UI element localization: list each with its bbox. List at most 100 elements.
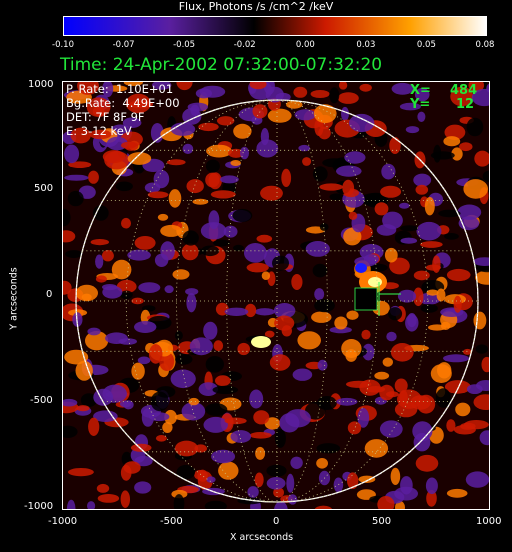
- map-blob: [75, 284, 98, 302]
- x-tick: -1000: [48, 516, 78, 527]
- map-blob: [233, 123, 252, 139]
- image-plot[interactable]: [62, 81, 490, 510]
- map-blob: [88, 417, 100, 436]
- map-blob: [329, 193, 344, 201]
- map-blob: [224, 307, 249, 316]
- map-blob: [475, 270, 489, 285]
- map-blob: [463, 348, 472, 355]
- map-blob: [78, 185, 96, 199]
- map-blob: [200, 222, 227, 240]
- map-blob: [298, 144, 310, 152]
- map-blob: [292, 368, 313, 381]
- map-blob: [244, 243, 267, 263]
- sun-map[interactable]: [63, 82, 490, 510]
- map-blob: [444, 124, 466, 140]
- map-blob: [164, 409, 177, 425]
- map-blob: [382, 211, 403, 230]
- map-blob: [182, 230, 199, 246]
- map-blob: [204, 500, 227, 509]
- colorbar-tick: 0.00: [295, 40, 315, 50]
- map-blob: [101, 250, 114, 262]
- x-tick: 1000: [476, 516, 502, 527]
- map-blob: [337, 92, 359, 104]
- map-blob: [358, 475, 376, 483]
- map-blob: [264, 330, 275, 338]
- map-blob: [336, 397, 358, 406]
- map-blob: [195, 88, 212, 99]
- map-blob: [64, 349, 89, 365]
- map-blob: [380, 185, 402, 198]
- map-blob: [399, 102, 421, 111]
- map-blob: [313, 104, 337, 124]
- map-blob: [426, 289, 439, 296]
- map-blob: [272, 255, 289, 271]
- map-blob: [286, 100, 303, 109]
- map-blob: [377, 496, 395, 509]
- map-blob: [66, 499, 76, 509]
- map-blob: [181, 243, 199, 261]
- colorbar: [63, 16, 487, 36]
- map-blob: [443, 354, 469, 363]
- map-blob: [362, 343, 375, 361]
- map-blob: [186, 179, 204, 194]
- y-tick: -500: [30, 395, 53, 406]
- map-blob: [274, 428, 286, 448]
- map-blob: [141, 408, 154, 427]
- map-blob: [171, 489, 188, 499]
- map-blob: [473, 257, 489, 266]
- map-blob: [95, 254, 104, 269]
- map-blob: [305, 241, 330, 257]
- map-blob: [63, 230, 76, 243]
- map-blob: [96, 483, 110, 493]
- map-blob: [246, 262, 269, 273]
- map-blob: [413, 287, 424, 307]
- map-blob: [168, 189, 182, 208]
- map-blob: [154, 253, 169, 267]
- colorbar-tick: -0.07: [112, 40, 135, 50]
- time-label: Time: 24-Apr-2002 07:32:00-07:32:20: [60, 55, 383, 75]
- colorbar-tick: -0.05: [173, 40, 196, 50]
- map-blob: [127, 249, 151, 261]
- map-blob: [312, 263, 328, 278]
- map-blob: [342, 179, 355, 196]
- map-blob: [310, 90, 330, 98]
- map-blob: [481, 356, 489, 373]
- map-blob: [466, 117, 484, 137]
- map-blob: [451, 147, 463, 161]
- map-blob: [203, 416, 228, 433]
- map-blob: [206, 476, 216, 483]
- map-blob: [162, 422, 173, 433]
- map-blob: [123, 82, 143, 86]
- map-blob: [314, 298, 335, 313]
- map-blob: [213, 340, 224, 352]
- map-blob: [134, 321, 157, 333]
- map-blob: [198, 382, 218, 396]
- map-blob: [450, 86, 474, 107]
- map-blob: [273, 487, 284, 498]
- map-blob: [120, 400, 132, 408]
- map-blob: [256, 139, 279, 158]
- map-blob: [172, 269, 190, 280]
- map-blob: [256, 234, 273, 243]
- map-blob: [266, 477, 286, 490]
- colorbar-tick: 0.03: [356, 40, 376, 50]
- map-blob: [127, 152, 152, 165]
- map-blob: [316, 458, 328, 469]
- map-blob: [473, 394, 489, 410]
- map-blob: [254, 472, 264, 488]
- x-tick: 0: [273, 516, 280, 527]
- map-blob: [269, 354, 291, 371]
- bg-rate-text: Bg.Rate: 4.49E+00: [66, 96, 180, 110]
- map-blob: [174, 330, 183, 341]
- map-blob: [230, 430, 252, 443]
- map-blob: [344, 151, 366, 164]
- map-blob: [260, 185, 283, 201]
- map-blob: [446, 419, 456, 432]
- map-blob: [322, 158, 348, 168]
- map-blob: [345, 349, 358, 362]
- map-blob: [85, 331, 109, 351]
- map-blob: [64, 174, 89, 181]
- map-blob: [473, 311, 487, 330]
- map-blob: [443, 136, 461, 147]
- map-blob: [482, 170, 489, 183]
